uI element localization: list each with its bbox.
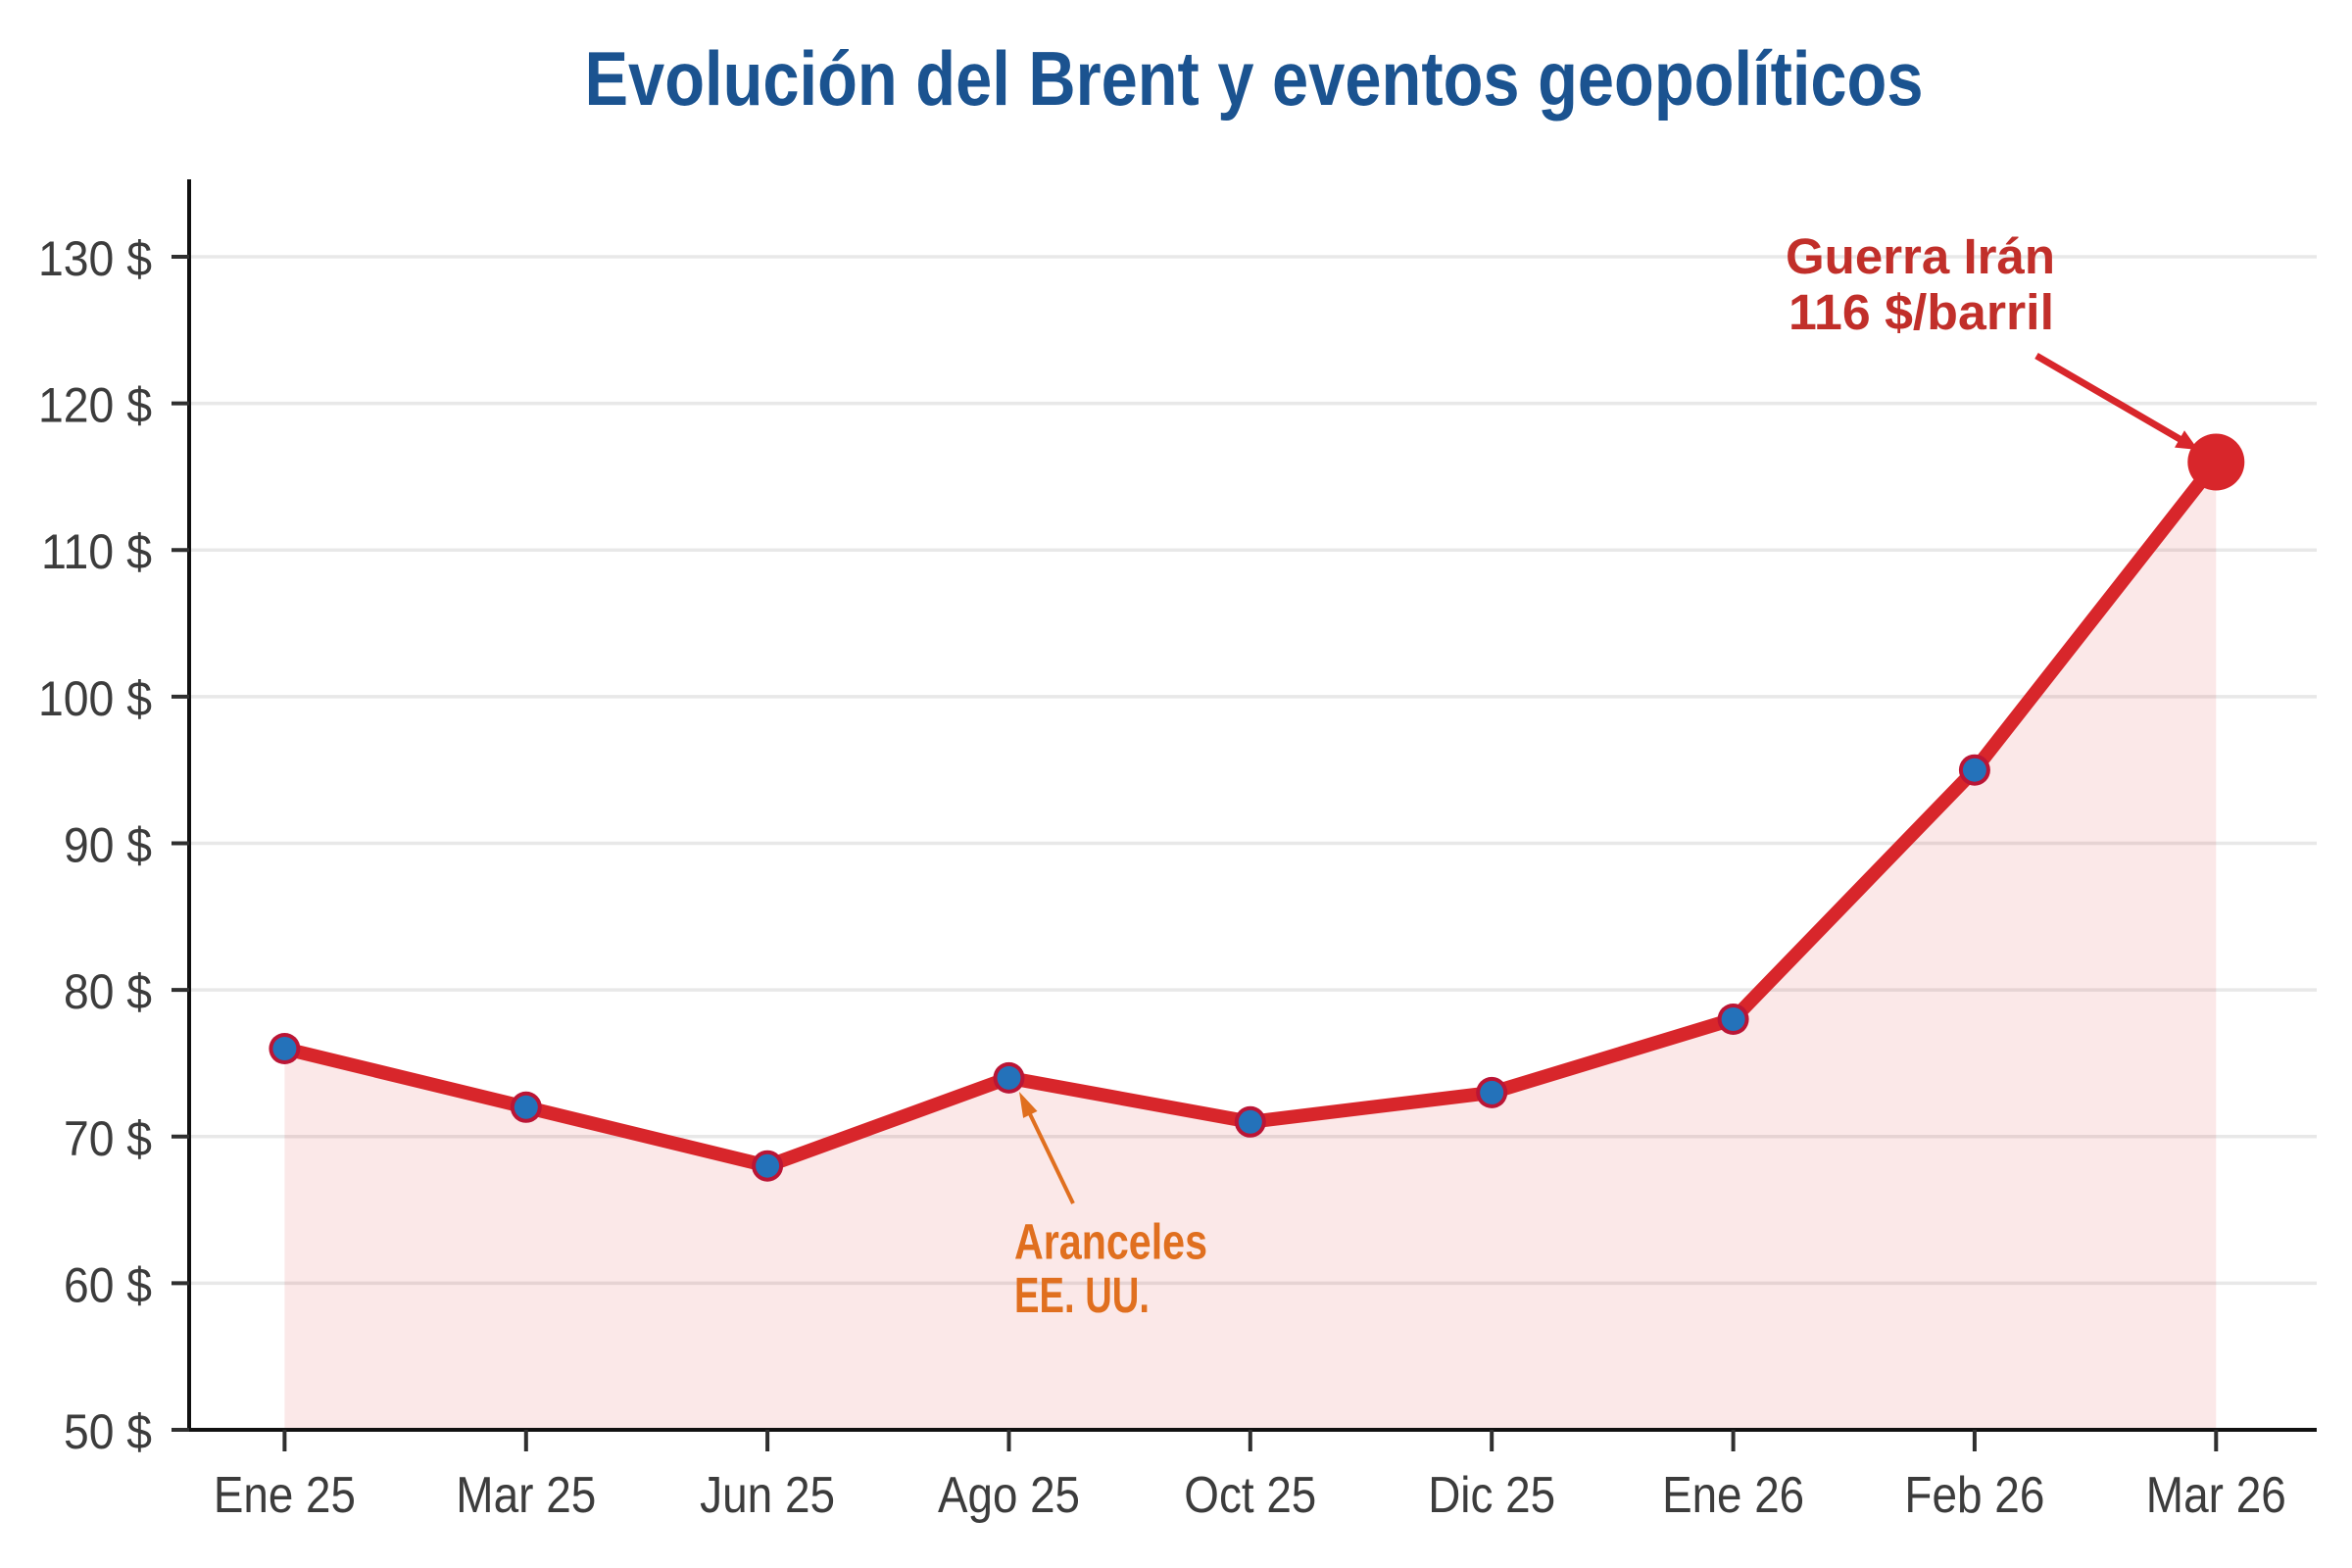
svg-text:130 $: 130 $ [38,231,152,286]
svg-text:Evolución del Brent y eventos: Evolución del Brent y eventos geopolític… [585,35,1924,122]
svg-text:110 $: 110 $ [41,524,152,579]
svg-text:EE. UU.: EE. UU. [1014,1267,1150,1323]
svg-text:80 $: 80 $ [64,964,152,1019]
svg-text:Guerra Irán: Guerra Irán [1786,228,2055,284]
svg-text:Oct 25: Oct 25 [1184,1467,1316,1524]
svg-text:116 $/barril: 116 $/barril [1788,284,2054,340]
svg-text:Ene 25: Ene 25 [214,1467,356,1524]
svg-text:100 $: 100 $ [38,671,152,726]
svg-text:Mar 26: Mar 26 [2146,1467,2286,1524]
svg-text:60 $: 60 $ [64,1257,152,1312]
svg-text:120 $: 120 $ [38,378,152,433]
svg-text:90 $: 90 $ [64,818,152,873]
svg-text:Feb 26: Feb 26 [1904,1467,2044,1524]
svg-text:Mar 25: Mar 25 [456,1467,596,1524]
svg-text:Jun 25: Jun 25 [700,1467,835,1524]
svg-text:50 $: 50 $ [64,1404,152,1459]
svg-text:Ene 26: Ene 26 [1662,1467,1804,1524]
svg-text:Aranceles: Aranceles [1014,1214,1207,1270]
svg-text:Ago 25: Ago 25 [938,1467,1080,1524]
svg-text:Dic 25: Dic 25 [1428,1467,1555,1524]
svg-text:70 $: 70 $ [64,1111,152,1166]
